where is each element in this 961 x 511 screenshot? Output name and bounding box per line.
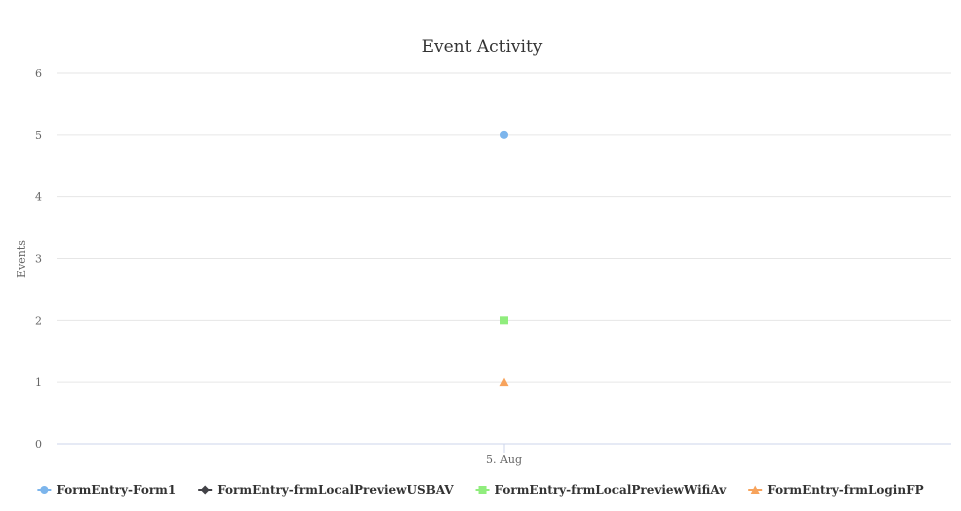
gridlines bbox=[57, 72, 951, 445]
y-tick-label: 6 bbox=[35, 67, 42, 80]
y-tick-label: 1 bbox=[35, 376, 42, 389]
legend-label: FormEntry-frmLocalPreviewUSBAV bbox=[217, 483, 454, 497]
data-markers bbox=[499, 130, 509, 387]
data-point bbox=[500, 130, 508, 139]
legend-marker bbox=[200, 485, 210, 495]
legend-marker bbox=[478, 486, 487, 494]
x-axis-ticks: 5. Aug bbox=[486, 444, 522, 466]
x-tick-label: 5. Aug bbox=[486, 453, 522, 466]
y-tick-label: 4 bbox=[35, 191, 42, 204]
legend-label: FormEntry-Form1 bbox=[56, 483, 176, 497]
data-point bbox=[499, 377, 509, 387]
legend-label: FormEntry-frmLoginFP bbox=[767, 483, 923, 497]
legend-marker bbox=[750, 485, 760, 494]
y-tick-label: 5 bbox=[35, 129, 42, 142]
legend-item[interactable]: FormEntry-frmLoginFP bbox=[748, 483, 924, 497]
chart-title: Event Activity bbox=[422, 37, 543, 57]
legend: FormEntry-Form1 FormEntry-frmLocalPreview… bbox=[37, 483, 924, 497]
y-tick-label: 3 bbox=[35, 253, 42, 266]
legend-item[interactable]: FormEntry-Form1 bbox=[37, 483, 176, 497]
y-axis-ticks: 0 1 2 3 4 5 6 bbox=[35, 67, 42, 451]
legend-marker bbox=[40, 486, 49, 494]
y-tick-label: 0 bbox=[35, 438, 42, 451]
legend-label: FormEntry-frmLocalPreviewWifiAv bbox=[495, 483, 728, 497]
legend-item[interactable]: FormEntry-frmLocalPreviewUSBAV bbox=[198, 483, 454, 497]
y-tick-label: 2 bbox=[35, 314, 42, 327]
data-point bbox=[500, 316, 508, 325]
legend-item[interactable]: FormEntry-frmLocalPreviewWifiAv bbox=[475, 483, 728, 497]
y-axis-title: Events bbox=[15, 240, 28, 278]
